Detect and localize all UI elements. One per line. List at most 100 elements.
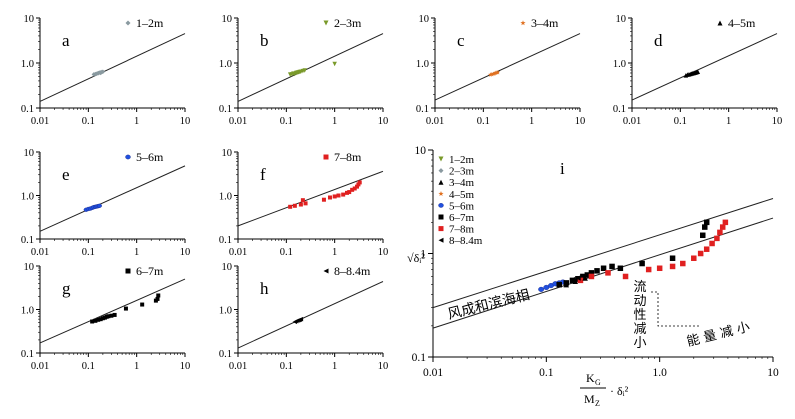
- legend-marker: [438, 203, 444, 208]
- legend-label: 8–8.4m: [334, 264, 371, 278]
- x-tick-label: 1: [332, 247, 337, 258]
- reference-line: [237, 33, 384, 102]
- x-tick-label: 1: [529, 116, 534, 127]
- data-point: [709, 240, 715, 247]
- data-point: [327, 195, 332, 200]
- y-tick-label: 1.0: [21, 59, 34, 70]
- data-point: [332, 194, 337, 199]
- data-point: [112, 312, 117, 317]
- data-point: [580, 273, 586, 280]
- legend-label: 2–3m: [334, 16, 362, 30]
- legend-label: 2–3m: [449, 166, 475, 178]
- x-tick-label: 0.01: [423, 367, 443, 379]
- x-tick-label: 0.1: [280, 247, 293, 258]
- legend-label: 3–4m: [531, 16, 559, 30]
- reference-line: [237, 170, 384, 227]
- data-point: [617, 265, 624, 272]
- data-point: [622, 273, 629, 280]
- x-tick-label: 10: [180, 247, 191, 258]
- y-tick-label: 10: [415, 145, 427, 157]
- data-point: [489, 71, 495, 77]
- reference-line: [39, 278, 186, 344]
- data-point: [345, 190, 350, 195]
- x-tick-label: 10: [767, 367, 779, 379]
- data-point: [298, 316, 304, 322]
- data-point: [98, 70, 103, 76]
- data-point: [594, 268, 600, 274]
- annotation-fluidity-char: 小: [633, 336, 646, 351]
- x-tick-label: 0.01: [426, 116, 444, 127]
- data-point: [109, 313, 114, 318]
- y-tick-label: 10: [222, 14, 233, 25]
- data-point: [95, 70, 101, 76]
- legend-label: 6–7m: [449, 212, 475, 224]
- legend-label: 1–2m: [449, 154, 475, 166]
- data-point: [722, 219, 729, 226]
- x-tick-label: 1: [134, 247, 139, 258]
- data-point: [98, 317, 103, 322]
- y-tick-label: 1: [420, 249, 426, 261]
- data-point: [538, 286, 545, 292]
- x-label-numerator: K: [586, 371, 595, 385]
- data-point: [495, 69, 501, 75]
- x-label-numerator-sub: G: [595, 378, 601, 387]
- x-label-denominator-sub: Z: [595, 399, 600, 408]
- panel-label: d: [654, 31, 663, 50]
- x-tick-label: 10: [180, 116, 191, 127]
- legend-marker: [125, 20, 131, 26]
- y-tick-label: 0.1: [21, 349, 34, 360]
- y-tick-label: 0.1: [21, 104, 34, 115]
- x-tick-label: 0.01: [229, 116, 247, 127]
- data-point: [584, 272, 591, 278]
- data-point: [700, 232, 706, 239]
- panel-label: a: [62, 31, 70, 50]
- x-tick-label: 0.01: [31, 361, 49, 372]
- x-tick-label: 1.0: [652, 367, 667, 379]
- y-tick-label: 10: [24, 262, 35, 273]
- data-point: [669, 255, 676, 261]
- legend-marker: [125, 268, 131, 274]
- y-tick-label: 0.1: [416, 104, 429, 115]
- legend-marker: [520, 20, 526, 26]
- legend-label: 8–8.4m: [449, 235, 483, 247]
- x-tick-label: 10: [180, 361, 191, 372]
- y-tick-label: 0.1: [219, 235, 232, 246]
- panel-label: f: [260, 165, 266, 184]
- data-point: [336, 193, 341, 198]
- data-point: [341, 192, 346, 197]
- y-axis-label: √δᵢ²: [407, 251, 425, 265]
- legend-marker: [438, 168, 444, 174]
- panel-label: c: [457, 31, 465, 50]
- data-point: [292, 203, 297, 208]
- reference-line: [39, 33, 186, 102]
- x-tick-label: 0.01: [229, 361, 247, 372]
- data-point: [492, 71, 497, 76]
- y-tick-label: 0.1: [412, 352, 427, 364]
- data-point: [680, 260, 686, 267]
- y-tick-label: 1.0: [416, 59, 429, 70]
- legend-marker: [125, 154, 131, 160]
- legend-marker: [323, 154, 329, 160]
- legend-marker: [438, 156, 444, 162]
- panel-label: i: [560, 159, 565, 178]
- y-tick-label: 10: [616, 14, 627, 25]
- data-point: [155, 296, 160, 301]
- data-point: [288, 204, 293, 209]
- legend-label: 4–5m: [449, 189, 475, 201]
- data-point: [97, 203, 102, 208]
- panel-label: b: [260, 31, 269, 50]
- panel-label: h: [260, 279, 269, 298]
- x-tick-label: 10: [772, 116, 783, 127]
- y-tick-label: 10: [222, 148, 233, 159]
- y-tick-label: 1.0: [613, 59, 626, 70]
- legend-marker: [323, 268, 329, 274]
- y-tick-label: 10: [419, 14, 430, 25]
- y-tick-label: 10: [222, 262, 233, 273]
